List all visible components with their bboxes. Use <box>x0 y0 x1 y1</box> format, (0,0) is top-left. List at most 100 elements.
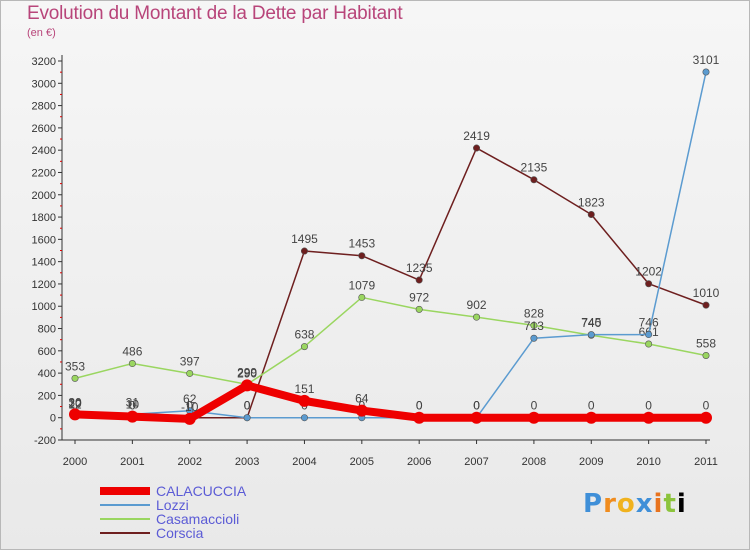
data-point-calacuccia <box>700 411 712 424</box>
data-point-lozzi <box>243 414 251 422</box>
x-tick-label: 2002 <box>177 456 201 468</box>
data-label-corscia: 2419 <box>463 129 490 143</box>
data-point-corscia <box>645 280 653 288</box>
data-point-casamaccioli <box>186 369 194 377</box>
data-point-lozzi <box>645 331 653 339</box>
data-label-calacuccia: 0 <box>531 399 538 413</box>
x-tick-label: 2009 <box>579 456 603 468</box>
data-label-casamaccioli: 902 <box>467 298 487 312</box>
data-point-casamaccioli <box>415 305 423 313</box>
data-point-calacuccia <box>413 411 426 424</box>
x-tick-label: 2008 <box>522 456 546 468</box>
data-point-casamaccioli <box>530 321 538 329</box>
legend-swatch <box>100 487 150 495</box>
data-point-corscia <box>415 276 423 284</box>
data-label-casamaccioli: 558 <box>696 337 716 351</box>
data-label-casamaccioli: 740 <box>581 316 601 330</box>
data-point-casamaccioli <box>128 360 136 368</box>
data-point-lozzi <box>300 414 308 422</box>
y-tick-label: 1400 <box>32 257 56 269</box>
x-tick-label: 2000 <box>63 456 87 468</box>
x-tick-label: 2004 <box>292 456 316 468</box>
legend-label: Lozzi <box>156 497 189 513</box>
data-label-calacuccia: 290 <box>237 366 257 380</box>
series-line-lozzi <box>74 71 707 419</box>
y-tick-label: 2600 <box>32 123 56 135</box>
legend-label: Casamaccioli <box>156 511 240 527</box>
data-label-casamaccioli: 972 <box>409 290 429 304</box>
data-label-casamaccioli: 828 <box>524 306 544 320</box>
data-label-casamaccioli: 397 <box>180 354 200 368</box>
y-tick-label: 3200 <box>32 56 56 68</box>
data-label-lozzi: 0 <box>473 399 480 413</box>
y-tick-label: 2800 <box>32 101 56 113</box>
data-label-corscia: 1202 <box>635 265 662 279</box>
series-lozzi: 123162000007137457463101 <box>68 53 720 422</box>
data-label-calacuccia: 10 <box>126 398 140 412</box>
data-point-casamaccioli <box>645 340 653 348</box>
legend-swatch <box>100 518 150 520</box>
data-label-lozzi: 3101 <box>693 53 720 67</box>
data-label-calacuccia: 30 <box>68 395 82 409</box>
data-point-corscia <box>530 176 538 184</box>
data-label-lozzi: 0 <box>416 399 423 413</box>
data-point-calacuccia <box>126 410 139 423</box>
y-tick-label: 2400 <box>32 145 56 157</box>
data-label-corscia: 0 <box>129 399 136 413</box>
legend-swatch <box>100 532 150 534</box>
data-label-lozzi: 713 <box>524 319 544 333</box>
y-tick-label: 2000 <box>32 190 56 202</box>
series-line-casamaccioli <box>74 296 707 386</box>
y-tick-label: 600 <box>38 346 56 358</box>
y-tick-label: 400 <box>38 368 56 380</box>
series-line-corscia <box>74 147 707 419</box>
y-tick-label: 1800 <box>32 212 56 224</box>
x-tick-label: 2006 <box>407 456 431 468</box>
data-label-calacuccia: 64 <box>355 392 369 406</box>
data-label-calacuccia: 0 <box>588 399 595 413</box>
data-label-lozzi: 0 <box>244 399 251 413</box>
data-label-corscia: 1235 <box>406 261 433 275</box>
y-tick-label: 0 <box>50 413 56 425</box>
data-point-casamaccioli <box>473 313 481 321</box>
y-tick-label: 1000 <box>32 301 56 313</box>
data-point-casamaccioli <box>71 374 79 382</box>
data-label-lozzi: 746 <box>639 316 659 330</box>
data-label-casamaccioli: 299 <box>237 365 257 379</box>
series-calacuccia: 30 10 -10 290 151 64 0 0 0 0 0 0 <box>68 366 712 425</box>
chart-title: Evolution du Montant de la Dette par Hab… <box>27 3 403 24</box>
legend-label: Corscia <box>156 525 204 541</box>
unit-label: (en €) <box>27 27 56 39</box>
data-label-casamaccioli: 353 <box>65 359 85 373</box>
proxiti-logo: Proxiti <box>583 489 687 519</box>
data-point-corscia <box>587 210 595 218</box>
x-tick-label: 2007 <box>464 456 488 468</box>
data-label-calacuccia: 0 <box>473 399 480 413</box>
data-point-corscia <box>473 144 481 152</box>
x-tick-label: 2001 <box>120 456 144 468</box>
data-point-casamaccioli <box>300 343 308 351</box>
y-tick-label: 2200 <box>32 167 56 179</box>
data-point-calacuccia <box>298 394 311 407</box>
data-point-corscia <box>300 247 308 255</box>
data-point-lozzi <box>530 334 538 342</box>
data-point-calacuccia <box>69 408 81 421</box>
data-point-casamaccioli <box>702 352 710 360</box>
data-label-corscia: 1453 <box>348 237 375 251</box>
data-label-lozzi: 745 <box>581 316 601 330</box>
data-label-corscia: 2135 <box>521 161 548 175</box>
data-point-calacuccia <box>241 379 254 392</box>
data-point-calacuccia <box>355 404 368 417</box>
data-label-calacuccia: 151 <box>294 382 314 396</box>
data-label-corscia: 1823 <box>578 195 605 209</box>
data-label-calacuccia: 0 <box>416 399 423 413</box>
data-point-calacuccia <box>183 412 196 425</box>
series-casamaccioli: 3534863972996381079972902828740661558 <box>65 278 716 388</box>
data-point-lozzi <box>587 331 595 339</box>
y-tick-label: 800 <box>38 324 56 336</box>
data-point-corscia <box>358 252 366 260</box>
data-label-corscia: 0 <box>244 399 251 413</box>
data-label-lozzi: 31 <box>126 395 140 409</box>
data-point-lozzi <box>702 68 710 76</box>
